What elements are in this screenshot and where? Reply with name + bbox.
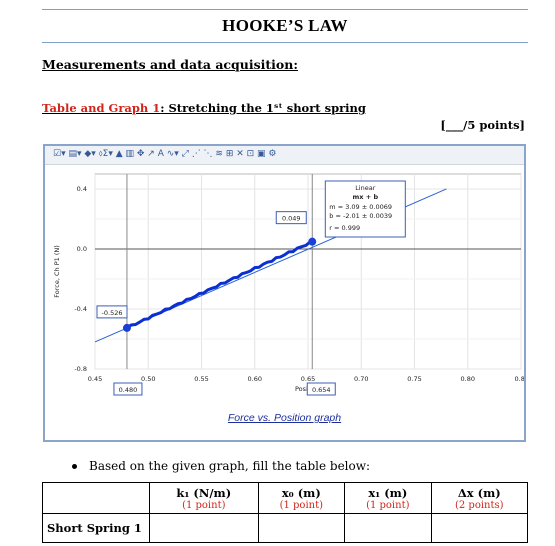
y-tick-label: -0.4 (74, 305, 87, 313)
chart-caption: Force vs. Position graph (227, 412, 342, 424)
y-tick-label: -0.8 (74, 365, 87, 373)
section-heading: Measurements and data acquisition: (42, 57, 298, 72)
y-axis-label: Force, Ch P1 (N) (53, 245, 61, 298)
header-dx: Δx (m) (2 points) (430, 482, 529, 514)
instruction-text: Based on the given graph, fill the table… (89, 459, 371, 473)
x-axis-label: Posit (295, 385, 311, 393)
graph-frame: ☑▾ ▤▾ ◆▾ ⬨Σ▾ ▲ ▥ ✥ ↗ A ∿▾ ⤢ ⋰ ⋱ ≋ ⊞ ✕ ⊡ … (43, 144, 526, 442)
header-k1: k₁ (N/m) (1 point) (149, 482, 259, 514)
x-tick-label: 0.80 (461, 375, 475, 383)
page-title: HOOKE’S LAW (222, 16, 348, 35)
cell-x1[interactable] (344, 513, 432, 543)
cell-dx[interactable] (430, 513, 529, 543)
fit-formula: mx + b (353, 193, 379, 201)
row-label: Short Spring 1 (42, 513, 150, 543)
table-row: Short Spring 1 (42, 513, 529, 543)
fit-title: Linear (355, 184, 376, 192)
force-position-chart[interactable]: 0.45 0.50 0.55 0.60 0.65 0.70 0.75 0.80 0.8! 0.4 0… (45, 164, 524, 408)
callout-y2: 0.049 (282, 215, 301, 223)
corner-cell (42, 482, 150, 514)
fit-m: m = 3.09 ± 0.0069 (329, 203, 392, 211)
x-tick-label: 0.55 (194, 375, 208, 383)
x-tick-label: 0.70 (354, 375, 368, 383)
fit-r: r = 0.999 (329, 224, 360, 232)
fit-b: b = -2.01 ± 0.0039 (329, 212, 392, 220)
callout-x2: 0.654 (312, 386, 331, 394)
table-graph-heading: Table and Graph 1: Stretching the 1ˢᵗ sh… (42, 101, 366, 115)
x-tick-label: 0.75 (407, 375, 421, 383)
graph-toolbar: ☑▾ ▤▾ ◆▾ ⬨Σ▾ ▲ ▥ ✥ ↗ A ∿▾ ⤢ ⋰ ⋱ ≋ ⊞ ✕ ⊡ … (45, 146, 524, 165)
title-rule (42, 42, 528, 43)
callout-y1: -0.526 (102, 309, 123, 317)
cell-x0[interactable] (257, 513, 346, 543)
callout-y1-box (96, 305, 128, 319)
top-rule (42, 9, 528, 10)
callout-y2-box (275, 211, 307, 225)
table-graph-rest: : Stretching the 1ˢᵗ short spring (160, 101, 366, 115)
x-tick-label: 0.8! (515, 375, 524, 383)
callout-x2-box (306, 382, 336, 396)
callout-x1-box (113, 382, 143, 396)
data-point-2 (308, 237, 317, 246)
y-tick-label: 0.0 (77, 245, 87, 253)
cell-k1[interactable] (149, 513, 259, 543)
data-point-1 (122, 323, 131, 332)
instruction-item: Based on the given graph, fill the table… (72, 459, 370, 473)
data-trace (125, 240, 312, 330)
x-tick-label: 0.65 (301, 375, 315, 383)
callout-x1: 0.480 (119, 386, 138, 394)
header-x1: x₁ (m) (1 point) (344, 482, 432, 514)
table-header-row: k₁ (N/m) (1 point) x₀ (m) (1 point) x₁ (m)… (42, 482, 529, 514)
header-x0: x₀ (m) (1 point) (257, 482, 346, 514)
x-tick-label: 0.50 (141, 375, 155, 383)
points-label: [___/5 points] (440, 118, 525, 132)
x-tick-label: 0.45 (88, 375, 102, 383)
fit-box (324, 180, 406, 238)
x-tick-label: 0.60 (248, 375, 262, 383)
table-graph-prefix: Table and Graph 1 (42, 101, 161, 115)
results-table: k₁ (N/m) (1 point) x₀ (m) (1 point) x₁ (m)… (42, 482, 529, 543)
y-tick-label: 0.4 (77, 185, 87, 193)
bullet-dot (72, 464, 77, 469)
toolbar-icons[interactable]: ☑▾ ▤▾ ◆▾ ⬨Σ▾ ▲ ▥ ✥ ↗ A ∿▾ ⤢ ⋰ ⋱ ≋ ⊞ ✕ ⊡ … (53, 149, 277, 159)
